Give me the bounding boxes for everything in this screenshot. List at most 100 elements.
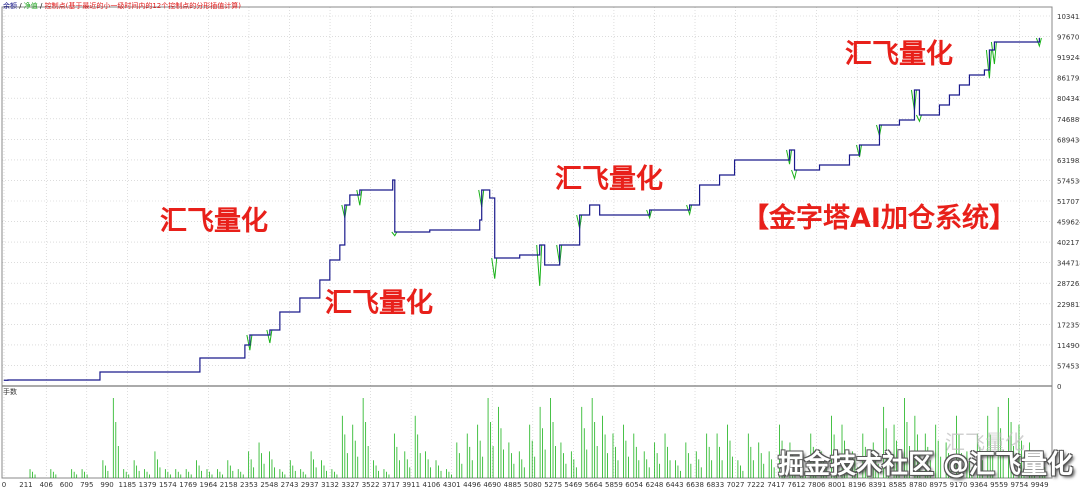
x-tick-label: 2548 — [260, 481, 278, 489]
balance-point — [794, 169, 795, 171]
equity-dip — [646, 209, 653, 220]
equity-dip — [686, 204, 693, 217]
equity-dip — [856, 144, 862, 158]
balance-point — [394, 231, 396, 233]
balance-point — [7, 379, 9, 381]
balance-point — [199, 357, 201, 359]
x-tick-label: 9559 — [990, 481, 1008, 489]
balance-point — [344, 204, 346, 206]
chart-frame — [1, 6, 1053, 479]
y-tick-label: 114906 — [1057, 342, 1080, 350]
x-tick-label: 6248 — [646, 481, 664, 489]
y-tick-label: 459624 — [1057, 219, 1080, 227]
x-tick-label: 2743 — [281, 481, 299, 489]
grid — [2, 7, 1052, 478]
x-tick-label: 6833 — [706, 481, 724, 489]
equity-dip — [990, 41, 997, 65]
balance-point — [879, 124, 880, 126]
x-tick-label: 8975 — [929, 481, 947, 489]
x-tick-label: 3717 — [382, 481, 400, 489]
x-tick-label: 4690 — [483, 481, 501, 489]
balance-point — [99, 371, 101, 373]
x-tick-label: 5859 — [605, 481, 623, 489]
balance-point — [3, 379, 5, 381]
x-tick-label: 795 — [80, 481, 93, 489]
balance-point — [299, 297, 301, 299]
x-tick-label: 6054 — [625, 481, 643, 489]
balance-point — [819, 164, 820, 166]
balance-point — [269, 329, 271, 331]
y-tick-label: 57453 — [1057, 362, 1079, 370]
balance-point — [859, 144, 860, 146]
x-tick-label: 3132 — [321, 481, 339, 489]
x-tick-label: 4106 — [423, 481, 441, 489]
equity-dip — [791, 169, 798, 181]
balance-point — [479, 219, 481, 221]
balance-point — [429, 229, 431, 231]
balance-point — [329, 259, 331, 261]
balance-point — [339, 244, 341, 246]
x-tick-label: 9754 — [1010, 481, 1028, 489]
x-tick-label: 7222 — [747, 481, 765, 489]
watermark-footer: 掘金技术社区 @汇飞量化 — [778, 450, 1074, 480]
balance-point — [1038, 37, 1040, 39]
legend-separator: / — [37, 2, 45, 10]
x-tick-label: 6638 — [686, 481, 704, 489]
balance-point — [899, 119, 900, 121]
balance-point — [969, 74, 970, 76]
balance-point — [544, 264, 546, 266]
lots-bars — [29, 398, 1046, 478]
legend-separator: / — [17, 2, 24, 10]
x-tick-label: 2158 — [220, 481, 238, 489]
legend: 余额 / 净值 / 控制点(基于最近的小一级时间内的12个控制点的分形插值计算) — [3, 1, 241, 11]
balance-series — [3, 37, 1040, 381]
x-tick-label: 8001 — [828, 481, 846, 489]
x-tick-label: 4496 — [463, 481, 481, 489]
balance-point — [539, 244, 541, 246]
balance-point — [994, 41, 995, 43]
x-tick-label: 7027 — [727, 481, 745, 489]
watermark-brand: 汇飞量化 — [555, 164, 663, 195]
equity-dip — [1035, 37, 1042, 48]
equity-dip — [536, 244, 543, 286]
x-tick-label: 6443 — [666, 481, 684, 489]
balance-point — [939, 104, 940, 106]
x-tick-label: 0 — [2, 481, 6, 489]
balance-point — [989, 49, 990, 51]
balance-point — [489, 197, 491, 199]
y-tick-label: 574530 — [1057, 177, 1080, 185]
balance-point — [959, 84, 960, 86]
x-tick-label: 8780 — [909, 481, 927, 489]
balance-point — [734, 159, 735, 161]
y-tick-label: 517077 — [1057, 198, 1080, 206]
balance-point — [719, 174, 720, 176]
y-tick-label: 1034154 — [1057, 13, 1080, 21]
x-tick-label: 1964 — [200, 481, 218, 489]
y-tick-label: 689436 — [1057, 136, 1080, 144]
x-tick-label: 3327 — [341, 481, 359, 489]
x-tick-label: 7417 — [767, 481, 785, 489]
y-tick-label: 402171 — [1057, 239, 1080, 247]
balance-point — [392, 179, 394, 181]
equity-dip — [246, 334, 253, 351]
balance-point — [319, 279, 321, 281]
x-tick-label: 600 — [60, 481, 73, 489]
x-tick-label: 211 — [19, 481, 32, 489]
balance-point — [519, 254, 521, 256]
x-tick-label: 1379 — [139, 481, 157, 489]
balance-point — [279, 311, 281, 313]
equity-dip — [786, 149, 793, 165]
x-tick-label: 1574 — [159, 481, 177, 489]
balance-point — [984, 69, 985, 71]
x-tick-label: 990 — [100, 481, 113, 489]
balance-point — [359, 189, 361, 191]
balance-point — [244, 344, 246, 346]
balance-point — [481, 189, 483, 191]
balance-point — [579, 214, 581, 216]
x-tick-label: 5080 — [524, 481, 542, 489]
legend-equity: 净值 — [23, 2, 38, 10]
balance-point — [699, 184, 700, 186]
